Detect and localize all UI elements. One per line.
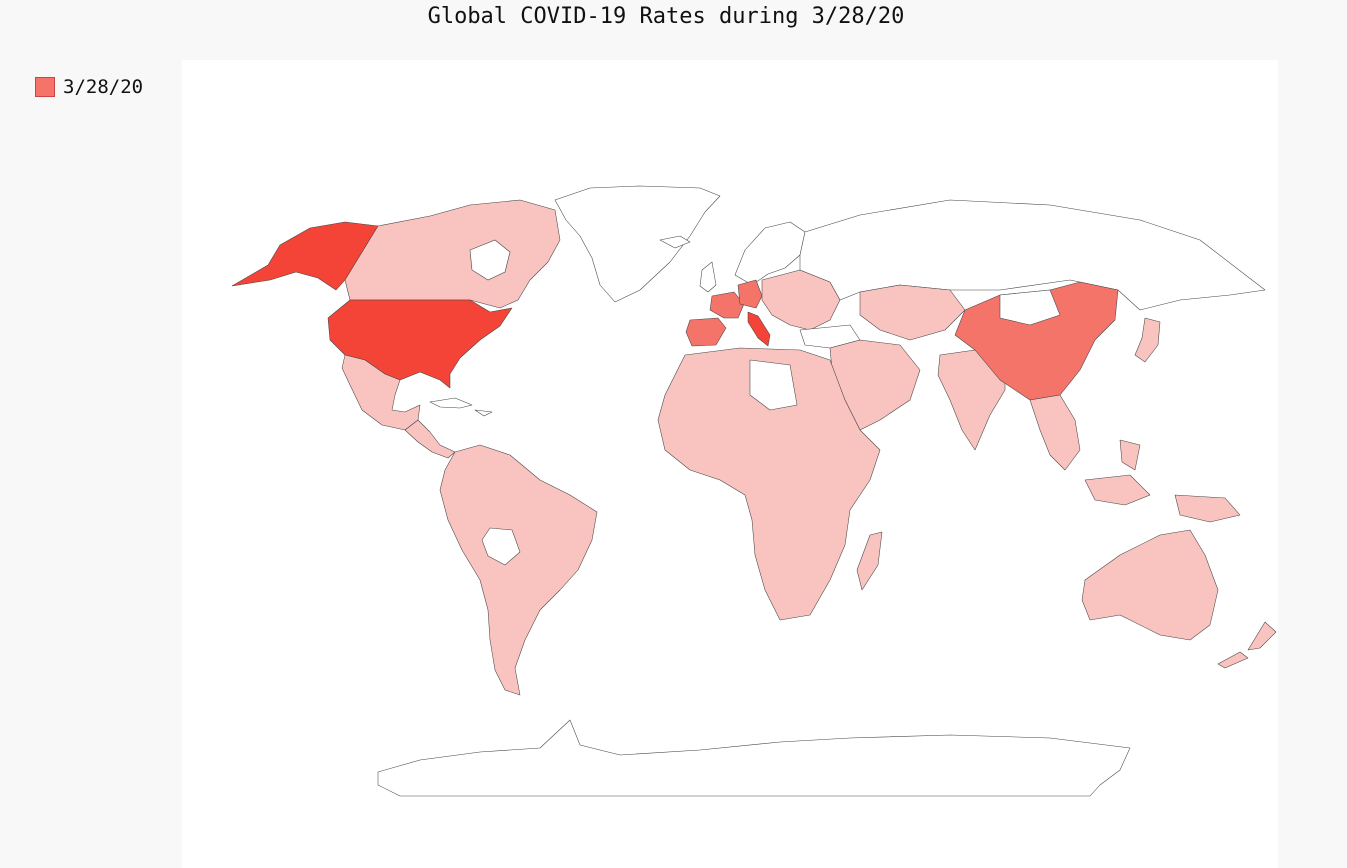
legend-label: 3/28/20	[63, 76, 144, 98]
region-madagascar[interactable]	[856, 531, 883, 591]
region-iceland[interactable]	[659, 235, 691, 249]
region-germany[interactable]	[737, 279, 763, 309]
region-australia[interactable]	[1081, 529, 1219, 641]
region-china[interactable]	[954, 281, 1119, 401]
region-antarctica[interactable]	[377, 719, 1131, 797]
map-panel	[182, 60, 1278, 868]
region-spain[interactable]	[685, 317, 727, 347]
region-caribbean[interactable]	[429, 397, 493, 417]
hudson-bay	[469, 239, 511, 281]
region-mongolia[interactable]	[999, 289, 1061, 326]
region-bolivia[interactable]	[481, 527, 521, 566]
chart-title: Global COVID-19 Rates during 3/28/20	[427, 4, 905, 29]
world-map	[231, 185, 1277, 797]
region-greenland[interactable]	[554, 185, 721, 303]
region-libya[interactable]	[749, 359, 798, 411]
region-italy[interactable]	[747, 311, 771, 347]
region-new-zealand[interactable]	[1217, 621, 1277, 669]
region-southeast-asia[interactable]	[1029, 394, 1241, 523]
region-central-america[interactable]	[404, 419, 456, 459]
region-south-america[interactable]	[439, 444, 598, 696]
region-japan[interactable]	[1134, 317, 1161, 363]
region-france[interactable]	[709, 291, 745, 319]
legend-swatch	[35, 77, 55, 97]
region-canada[interactable]	[344, 199, 561, 309]
region-united-kingdom[interactable]	[699, 261, 717, 293]
region-africa[interactable]	[657, 347, 881, 621]
region-mexico[interactable]	[341, 354, 421, 431]
region-kazakhstan[interactable]	[859, 284, 966, 341]
region-alaska[interactable]	[231, 221, 379, 291]
legend[interactable]: 3/28/20	[35, 76, 143, 98]
